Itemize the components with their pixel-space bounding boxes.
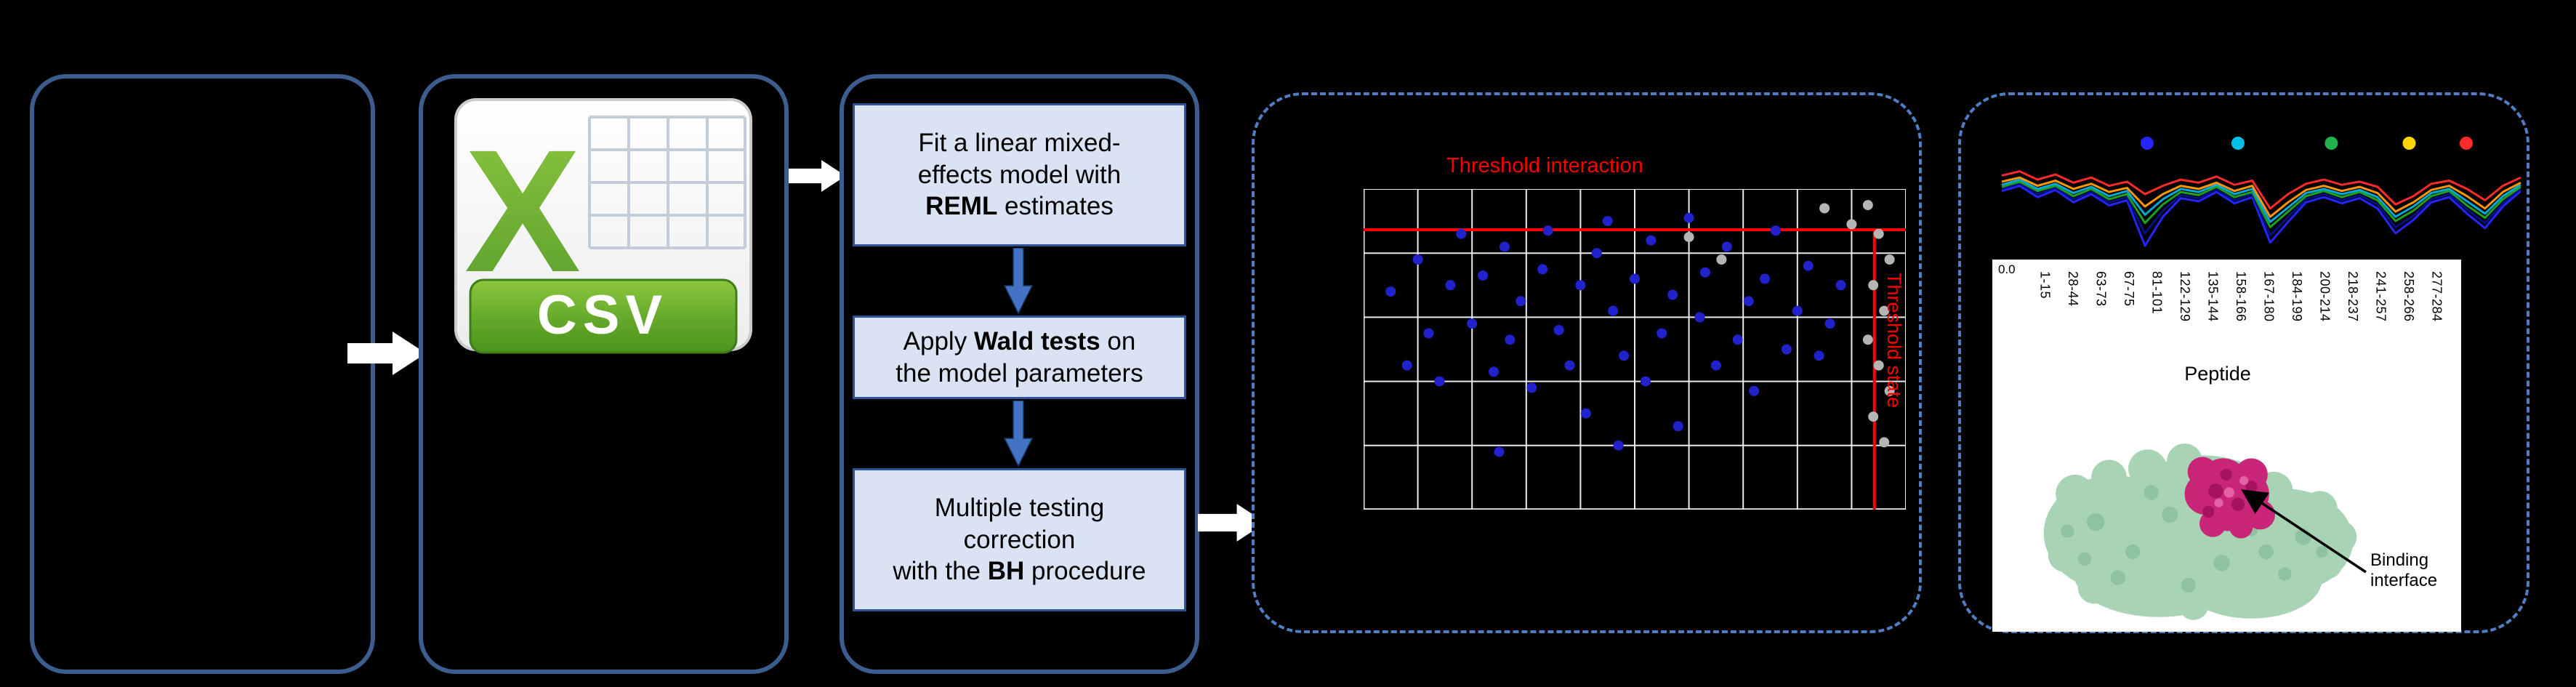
csv-file-icon: X CSV [454,98,752,354]
flow-arrow-icon [1198,504,1266,542]
protein-structure [2043,443,2357,620]
peptide-tick-label: 135-144 [2205,271,2221,322]
step-box-reml: Fit a linear mixed- effects model with R… [853,103,1186,246]
down-arrow-icon [1003,248,1034,315]
step-line: Apply Wald tests on [903,327,1136,356]
threshold-interaction-label: Threshold interaction [1446,154,1643,177]
step-line: correction [963,525,1076,554]
down-arrow-icon [1003,401,1034,467]
step-line: effects model with [917,160,1122,189]
peptide-tick-label: 1-15 [2037,271,2053,300]
timepoint-markers [2140,137,2473,150]
scatter-points [1385,200,1895,457]
uptake-series [2001,170,2521,247]
peptide-tick-label: 200-214 [2317,271,2333,322]
uptake-plot [2001,137,2521,247]
peptide-tick-label: 277-284 [2429,271,2444,322]
peptide-tick-label: 122-129 [2178,271,2192,322]
peptide-tick-label: 158-166 [2234,271,2248,322]
results-detail-card: 0.0 1-15 28-44 63-73 67-75 81-101 122-129 135-… [1992,260,2461,632]
step-line: with the BH procedure [893,557,1146,586]
step-box-wald: Apply Wald tests on the model parameters [853,316,1186,399]
binding-interface-label: Binding interface [2370,550,2438,590]
peptide-tick-label: 241-257 [2373,271,2388,322]
peptide-tick-label: 28-44 [2066,271,2080,307]
threshold-state-label: Threshold state [1883,273,1905,409]
peptide-axis-label: Peptide [2184,363,2251,385]
flow-arrow-icon [347,332,426,375]
csv-banner [469,278,738,354]
peptide-tick-label: 258-266 [2402,271,2416,322]
csv-banner-label: CSV [537,284,668,346]
step-line: Multiple testing [934,494,1105,523]
peptide-tick-label: 184-199 [2290,271,2304,322]
peptide-tick-label: 167-180 [2261,271,2277,322]
step-line: the model parameters [895,358,1143,387]
flow-arrow-icon [789,160,846,192]
step-box-bh: Multiple testing correction with the BH … [853,468,1186,611]
peptide-tick-label: 218-237 [2346,271,2360,322]
y-axis-tick: 0.0 [1998,262,2016,276]
peptide-axis: 1-15 28-44 63-73 67-75 81-101 122-129 135-144 1… [2024,271,2444,358]
binding-interface-highlight [2214,475,2249,507]
peptide-tick-label: 67-75 [2122,271,2136,307]
scatter-plot [1364,189,1906,510]
csv-x-letter: X [464,113,581,308]
csv-grid [588,116,746,249]
step-line: Fit a linear mixed- [918,129,1121,158]
threshold-lines [1364,228,1906,510]
panel-input [30,74,375,674]
scatter-grid [1364,189,1906,510]
step-line: REML estimates [925,192,1114,221]
peptide-tick-label: 81-101 [2149,271,2165,315]
peptide-tick-label: 63-73 [2093,271,2109,307]
